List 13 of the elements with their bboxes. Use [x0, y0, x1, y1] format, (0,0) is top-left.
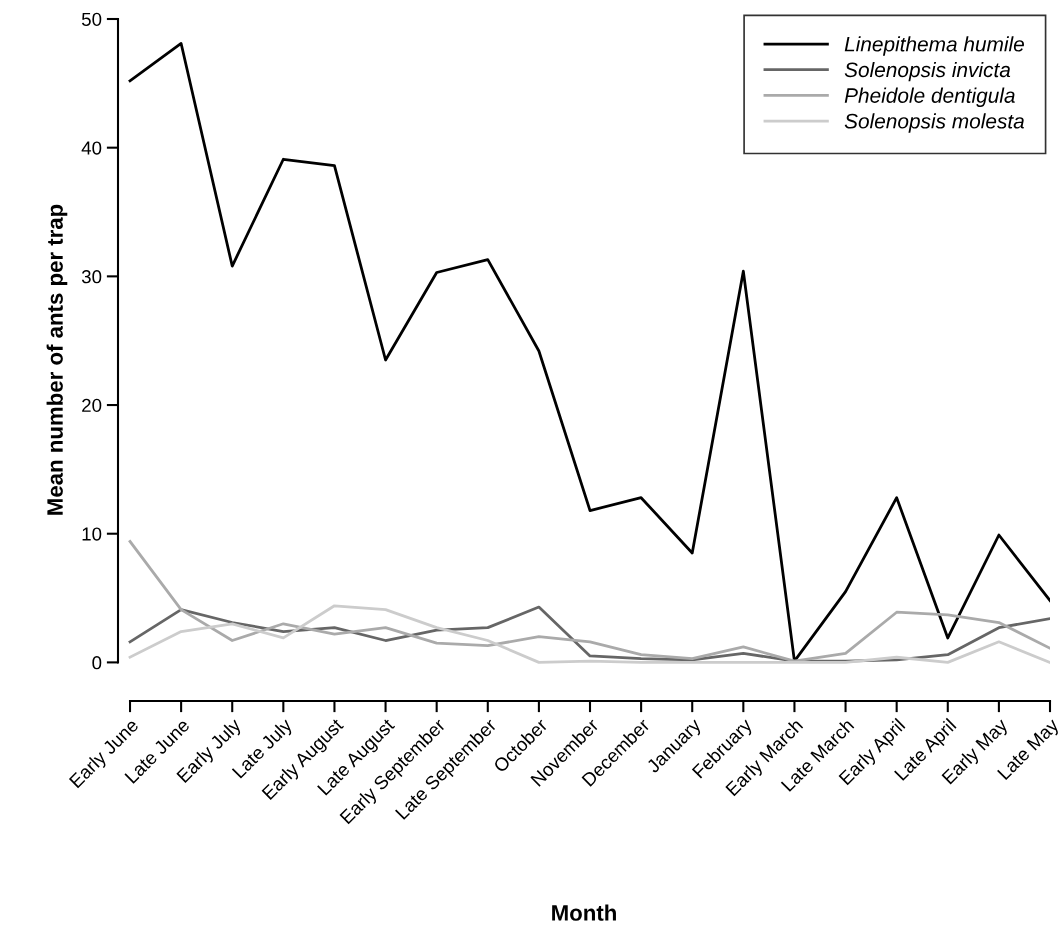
line-series — [128, 540, 1050, 663]
y-tick-label: 0 — [92, 656, 102, 670]
x-axis-title: Month — [552, 904, 616, 921]
y-tick-label: 10 — [82, 527, 102, 541]
y-tick-label: 30 — [81, 270, 102, 284]
y-axis-title: Mean number of ants per trap — [46, 204, 68, 515]
y-tick-label: 50 — [81, 12, 102, 26]
legend-label: Linepithema humile — [844, 36, 1024, 56]
y-tick-label: 20 — [82, 398, 102, 413]
legend-label: Pheidole dentigula — [844, 87, 1015, 108]
legend-label: Solenopsis molesta — [844, 113, 1025, 133]
legend-label: Solenopsis invicta — [844, 61, 1011, 82]
y-tick-label: 40 — [81, 141, 102, 155]
